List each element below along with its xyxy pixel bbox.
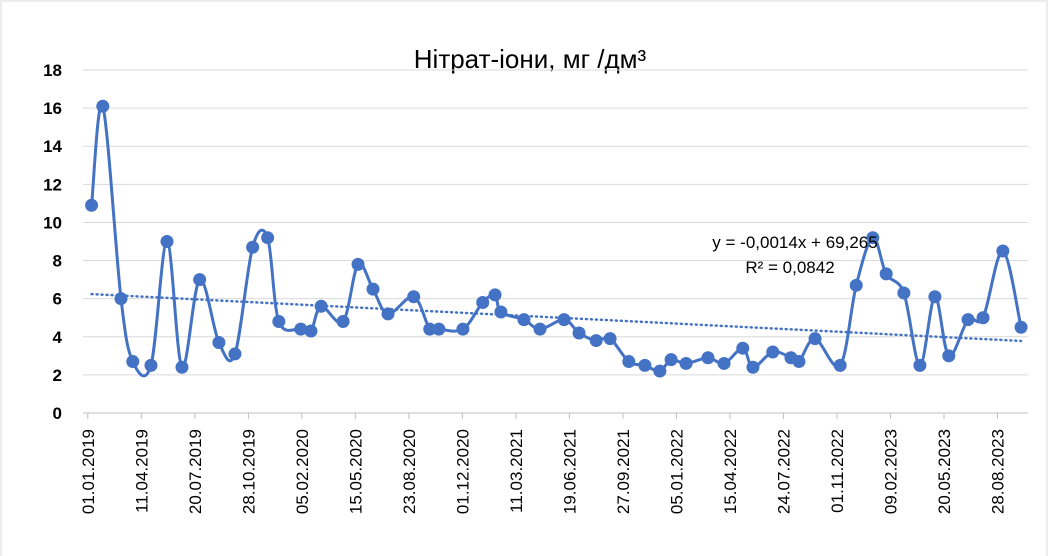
trend-equation: y = -0,0014x + 69,265	[712, 233, 877, 252]
data-point	[314, 299, 328, 313]
data-point	[638, 358, 652, 372]
data-point	[228, 347, 242, 361]
data-point	[476, 295, 490, 309]
data-point	[336, 315, 350, 329]
x-tick-label: 09.02.2023	[881, 429, 900, 514]
y-tick-label: 6	[53, 290, 62, 309]
data-point	[261, 231, 275, 245]
data-point	[488, 288, 502, 302]
x-tick-label: 15.05.2020	[346, 429, 365, 514]
data-point	[304, 324, 318, 338]
data-point	[961, 313, 975, 327]
data-point	[212, 335, 226, 349]
data-point	[996, 244, 1010, 258]
data-point	[456, 322, 470, 336]
data-point	[1014, 320, 1028, 334]
data-point	[866, 231, 880, 245]
data-point	[942, 349, 956, 363]
data-point	[653, 364, 667, 378]
data-point	[423, 322, 437, 336]
x-tick-label: 24.07.2022	[774, 429, 793, 514]
data-point	[381, 307, 395, 321]
data-point	[679, 356, 693, 370]
data-point	[717, 356, 731, 370]
y-tick-label: 18	[43, 61, 62, 80]
data-point	[294, 322, 308, 336]
data-point	[913, 358, 927, 372]
x-tick-label: 23.08.2020	[400, 429, 419, 514]
x-tick-label: 20.07.2019	[186, 429, 205, 514]
y-tick-label: 14	[43, 137, 62, 156]
x-tick-label: 01.01.2019	[79, 429, 98, 514]
data-point	[572, 326, 586, 340]
data-point	[792, 355, 806, 369]
data-point	[85, 198, 99, 212]
x-tick-label: 15.04.2022	[721, 429, 740, 514]
data-point	[246, 240, 260, 254]
y-tick-label: 16	[43, 99, 62, 118]
data-point	[879, 267, 893, 281]
x-tick-label: 20.05.2023	[935, 429, 954, 514]
data-point	[701, 351, 715, 365]
y-tick-label: 4	[53, 328, 63, 347]
x-tick-label: 05.01.2022	[667, 429, 686, 514]
y-tick-label: 2	[53, 366, 62, 385]
chart-title: Нітрат-іони, мг /дм³	[414, 44, 647, 74]
x-tick-label: 27.09.2021	[614, 429, 633, 514]
data-point	[589, 334, 603, 348]
data-point	[766, 345, 780, 359]
data-point	[976, 311, 990, 325]
data-point	[557, 313, 571, 327]
data-point	[432, 322, 446, 336]
data-point	[746, 360, 760, 374]
data-point	[114, 292, 128, 306]
data-point	[366, 282, 380, 296]
data-point	[272, 315, 286, 329]
data-point	[126, 355, 140, 369]
y-tick-label: 10	[43, 213, 62, 232]
data-point	[193, 273, 207, 287]
x-tick-label: 28.10.2019	[239, 429, 258, 514]
data-point	[928, 290, 942, 304]
data-point	[96, 99, 110, 113]
trend-r-squared: R² = 0,0842	[745, 258, 834, 277]
data-point	[175, 360, 189, 374]
data-point	[351, 257, 365, 271]
x-tick-label: 01.12.2020	[453, 429, 472, 514]
data-point	[736, 341, 750, 355]
x-tick-label: 05.02.2020	[293, 429, 312, 514]
y-tick-label: 8	[53, 252, 62, 271]
x-tick-label: 19.06.2021	[560, 429, 579, 514]
trendline	[90, 292, 1023, 343]
data-point	[622, 355, 636, 369]
y-tick-label: 12	[43, 175, 62, 194]
y-tick-label: 0	[53, 404, 62, 423]
data-point	[494, 305, 508, 319]
x-tick-label: 28.08.2023	[988, 429, 1007, 514]
data-point	[144, 358, 158, 372]
data-point	[849, 278, 863, 292]
data-point	[603, 332, 617, 346]
x-tick-label: 11.03.2021	[507, 429, 526, 513]
data-point	[533, 322, 547, 336]
data-point	[160, 235, 174, 248]
x-tick-label: 01.11.2022	[828, 429, 847, 513]
data-point	[833, 358, 847, 372]
data-point	[517, 313, 531, 327]
data-point	[808, 332, 822, 346]
data-point	[897, 286, 911, 300]
data-point	[407, 290, 421, 304]
x-tick-label: 11.04.2019	[132, 429, 151, 513]
data-point	[664, 353, 678, 367]
